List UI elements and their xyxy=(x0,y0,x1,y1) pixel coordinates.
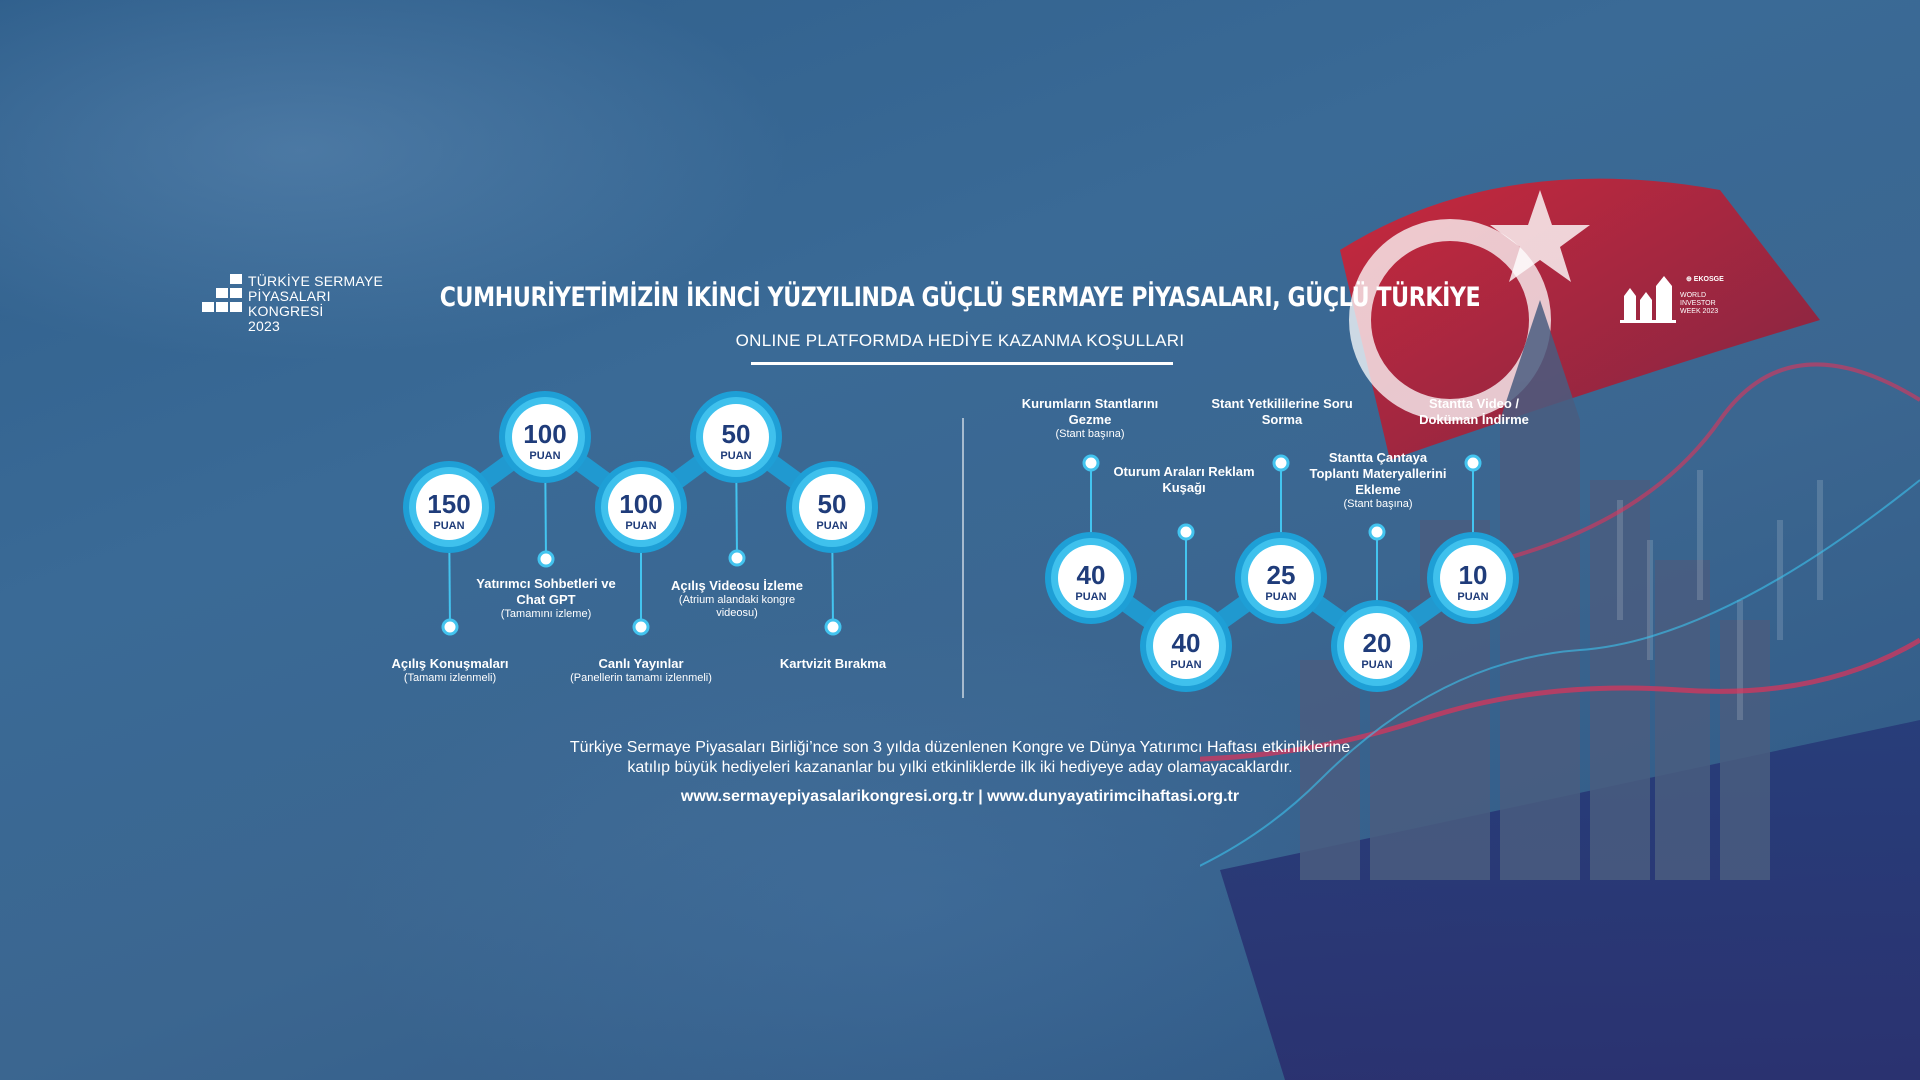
right-points-value: 20 xyxy=(1363,628,1392,658)
right-points-value: 25 xyxy=(1267,560,1296,590)
right-item-title: Oturum Araları Reklam Kuşağı xyxy=(1113,464,1255,495)
left-item-label: Yatırımcı Sohbetleri ve Chat GPT (Tamamın… xyxy=(471,576,621,621)
left-item-label: Açılış Videosu İzleme (Atrium alandaki ko… xyxy=(662,578,812,620)
right-points-value: 40 xyxy=(1077,560,1106,590)
right-dot xyxy=(1272,454,1290,472)
right-badge-inner xyxy=(1344,613,1410,679)
page-subtitle: ONLINE PLATFORMDA HEDİYE KAZANMA KOŞULLA… xyxy=(735,331,1185,350)
footer-links[interactable]: www.sermayepiyasalarikongresi.org.tr | w… xyxy=(680,788,1240,805)
logo-buildings-icon xyxy=(1620,276,1676,323)
left-item-title: Açılış Videosu İzleme xyxy=(671,578,803,593)
left-badge-inner xyxy=(512,404,578,470)
left-item-title: Kartvizit Bırakma xyxy=(779,656,887,671)
right-dot xyxy=(1368,523,1386,541)
left-points-value: 100 xyxy=(523,419,566,449)
right-item-label: Stant Yetkililerine Soru Sorma xyxy=(1207,396,1357,428)
right-item-label: Kurumların Stantlarını Gezme (Stant başın… xyxy=(1015,396,1165,441)
left-item-title: Canlı Yayınlar xyxy=(598,656,684,671)
right-item-title: Kurumların Stantlarını Gezme xyxy=(1021,396,1159,427)
logo-right-tag: ⊕ EKOSGE xyxy=(1686,276,1724,283)
right-item-note: (Stant başına) xyxy=(1343,498,1413,510)
left-points-unit: PUAN xyxy=(720,450,751,462)
left-badge-inner xyxy=(608,474,674,540)
right-badge-inner xyxy=(1153,613,1219,679)
left-dot xyxy=(632,618,650,636)
left-item-note: (Tamamı izlenmeli) xyxy=(403,672,497,684)
logo-text: TÜRKİYE SERMAYE PİYASALARI KONGRESİ 2023 xyxy=(248,274,460,334)
left-item-title: Açılış Konuşmaları xyxy=(391,656,509,671)
left-points-unit: PUAN xyxy=(816,520,847,532)
left-dot xyxy=(537,550,555,568)
right-item-label: Stantta Video / Doküman İndirme xyxy=(1399,396,1549,428)
right-points-value: 10 xyxy=(1459,560,1488,590)
page-title: CUMHURİYETİMİZİN İKİNCİ YÜZYILINDA GÜÇLÜ… xyxy=(439,282,1481,313)
right-points-value: 40 xyxy=(1172,628,1201,658)
left-badge-inner xyxy=(416,474,482,540)
logo-right-line-1: WORLD xyxy=(1680,292,1707,299)
left-item-label: Canlı Yayınlar (Panellerin tamamı izlenme… xyxy=(566,656,716,685)
left-item-note: (Panellerin tamamı izlenmeli) xyxy=(570,672,712,684)
footer-notice: Türkiye Sermaye Piyasaları Birliği’nce s… xyxy=(0,738,1920,778)
right-item-note: (Stant başına) xyxy=(1055,428,1125,440)
logo-steps-icon xyxy=(202,274,242,312)
right-item-label: Oturum Araları Reklam Kuşağı xyxy=(1109,464,1259,496)
right-dot xyxy=(1082,454,1100,472)
left-dot xyxy=(824,618,842,636)
left-points-unit: PUAN xyxy=(529,450,560,462)
left-item-label: Açılış Konuşmaları (Tamamı izlenmeli) xyxy=(375,656,525,685)
footer-notice-line-2: katılıp büyük hediyeleri kazananlar bu y… xyxy=(627,759,1293,776)
left-points-value: 150 xyxy=(427,489,470,519)
right-badge-inner xyxy=(1248,545,1314,611)
left-points-value: 50 xyxy=(818,489,847,519)
left-points-value: 100 xyxy=(619,489,662,519)
right-points-unit: PUAN xyxy=(1170,659,1201,671)
logo-line-3: 2023 xyxy=(248,318,280,334)
section-divider xyxy=(962,418,964,698)
left-points-value: 50 xyxy=(722,419,751,449)
logo-right-line-3: WEEK 2023 xyxy=(1680,308,1719,315)
right-points-unit: PUAN xyxy=(1457,591,1488,603)
logo-line-2: KONGRESİ xyxy=(248,303,324,319)
right-item-title: Stant Yetkililerine Soru Sorma xyxy=(1211,396,1353,427)
logo-line-1: TÜRKİYE SERMAYE PİYASALARI xyxy=(248,273,383,304)
right-item-title: Stantta Çantaya Toplantı Materyallerini … xyxy=(1309,450,1447,497)
left-badge-inner xyxy=(703,404,769,470)
footer-notice-line-1: Türkiye Sermaye Piyasaları Birliği’nce s… xyxy=(569,739,1351,756)
right-points-unit: PUAN xyxy=(1075,591,1106,603)
logo-right-line-2: INVESTOR xyxy=(1680,300,1716,307)
left-points-unit: PUAN xyxy=(625,520,656,532)
right-points-unit: PUAN xyxy=(1361,659,1392,671)
logo-right-text: WORLD INVESTOR WEEK 2023 xyxy=(1680,292,1718,316)
right-dot xyxy=(1177,523,1195,541)
logo-world-investor-week: ⊕ EKOSGE WORLD INVESTOR WEEK 2023 xyxy=(1620,270,1730,326)
left-item-note: (Tamamını izleme) xyxy=(500,608,592,620)
left-item-label: Kartvizit Bırakma xyxy=(758,656,908,672)
left-badge-inner xyxy=(799,474,865,540)
right-dot xyxy=(1464,454,1482,472)
left-dot xyxy=(728,549,746,567)
logo-turkiye-sermaye-piyasalari-kongresi: TÜRKİYE SERMAYE PİYASALARI KONGRESİ 2023 xyxy=(200,272,460,334)
left-item-title: Yatırımcı Sohbetleri ve Chat GPT xyxy=(476,576,616,607)
right-item-label: Stantta Çantaya Toplantı Materyallerini … xyxy=(1303,450,1453,511)
subtitle-underline xyxy=(751,362,1173,365)
right-item-title: Stantta Video / Doküman İndirme xyxy=(1419,396,1529,427)
left-points-unit: PUAN xyxy=(433,520,464,532)
left-dot xyxy=(441,618,459,636)
left-item-note: (Atrium alandaki kongre videosu) xyxy=(678,594,796,619)
right-points-unit: PUAN xyxy=(1265,591,1296,603)
right-badge-inner xyxy=(1058,545,1124,611)
right-badge-inner xyxy=(1440,545,1506,611)
